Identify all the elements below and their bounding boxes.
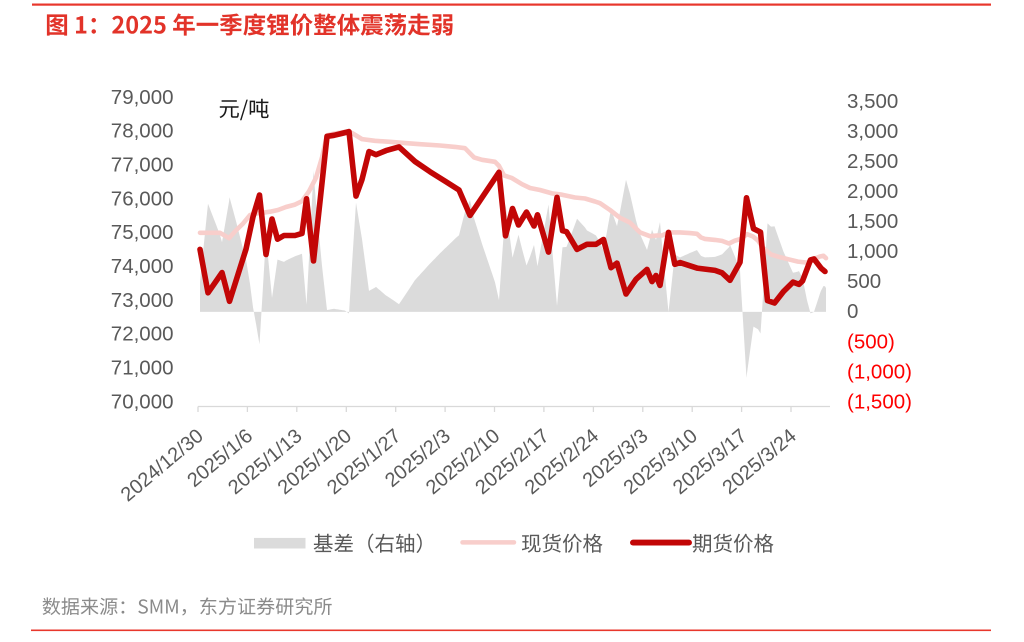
svg-text:72,000: 72,000 <box>111 323 174 346</box>
svg-text:1,000: 1,000 <box>847 240 898 263</box>
svg-text:3,500: 3,500 <box>847 90 898 113</box>
svg-text:2,000: 2,000 <box>847 180 898 203</box>
svg-text:75,000: 75,000 <box>111 221 174 244</box>
svg-text:0: 0 <box>847 300 858 323</box>
svg-text:79,000: 79,000 <box>111 86 174 109</box>
svg-text:71,000: 71,000 <box>111 357 174 380</box>
svg-text:73,000: 73,000 <box>111 289 174 312</box>
svg-text:76,000: 76,000 <box>111 187 174 210</box>
svg-text:2,500: 2,500 <box>847 150 898 173</box>
svg-text:(1,000): (1,000) <box>847 360 912 383</box>
svg-text:1,500: 1,500 <box>847 210 898 233</box>
svg-text:(500): (500) <box>847 330 895 353</box>
svg-text:500: 500 <box>847 270 881 293</box>
svg-text:(1,500): (1,500) <box>847 390 912 413</box>
svg-text:74,000: 74,000 <box>111 255 174 278</box>
svg-text:70,000: 70,000 <box>111 390 174 413</box>
svg-text:78,000: 78,000 <box>111 120 174 143</box>
svg-text:3,000: 3,000 <box>847 120 898 143</box>
svg-text:77,000: 77,000 <box>111 154 174 177</box>
